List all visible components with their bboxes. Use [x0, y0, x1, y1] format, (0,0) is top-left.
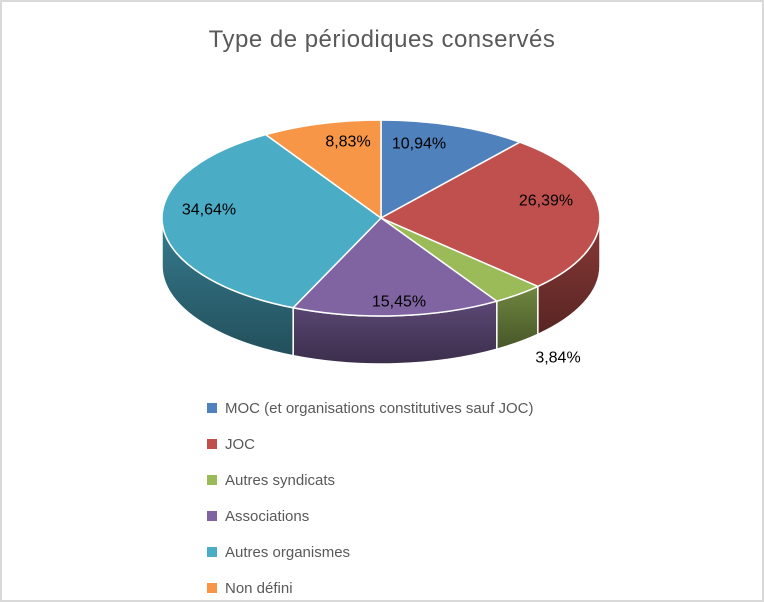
slice-data-label: 3,84% [535, 350, 580, 367]
legend-label: MOC (et organisations constitutives sauf… [225, 399, 534, 417]
slice-data-label: 8,83% [325, 134, 370, 151]
legend-label: Associations [225, 507, 310, 525]
pie-slice-5 [264, 119, 382, 219]
legend-label: JOC [225, 435, 255, 453]
legend-marker [207, 511, 217, 521]
legend-item: Associations [207, 498, 533, 534]
slice-data-label: 34,64% [182, 202, 236, 219]
legend-marker [207, 403, 217, 413]
legend-marker [207, 475, 217, 485]
legend-label: Non défini [225, 579, 293, 597]
slice-data-label: 26,39% [519, 193, 573, 210]
pie-slice-4 [161, 133, 382, 309]
legend-item: MOC (et organisations constitutives sauf… [207, 390, 533, 426]
pie-slice-3 [292, 217, 498, 317]
legend-label: Autres syndicats [225, 471, 336, 489]
pie-slice-0 [380, 119, 521, 219]
legend-label: Autres organismes [225, 543, 351, 561]
legend-item: Autres syndicats [207, 462, 533, 498]
chart-title: Type de périodiques conservés [208, 26, 556, 53]
legend-marker [207, 547, 217, 557]
chart-legend: MOC (et organisations constitutives sauf… [207, 390, 533, 600]
pie-slice-1 [380, 141, 601, 288]
legend-item: Non défini [207, 570, 533, 600]
slice-data-label: 10,94% [392, 136, 446, 153]
legend-marker [207, 583, 217, 593]
legend-item: JOC [207, 426, 533, 462]
legend-marker [207, 439, 217, 449]
legend-item: Autres organismes [207, 534, 533, 570]
slice-data-label: 15,45% [372, 294, 426, 311]
